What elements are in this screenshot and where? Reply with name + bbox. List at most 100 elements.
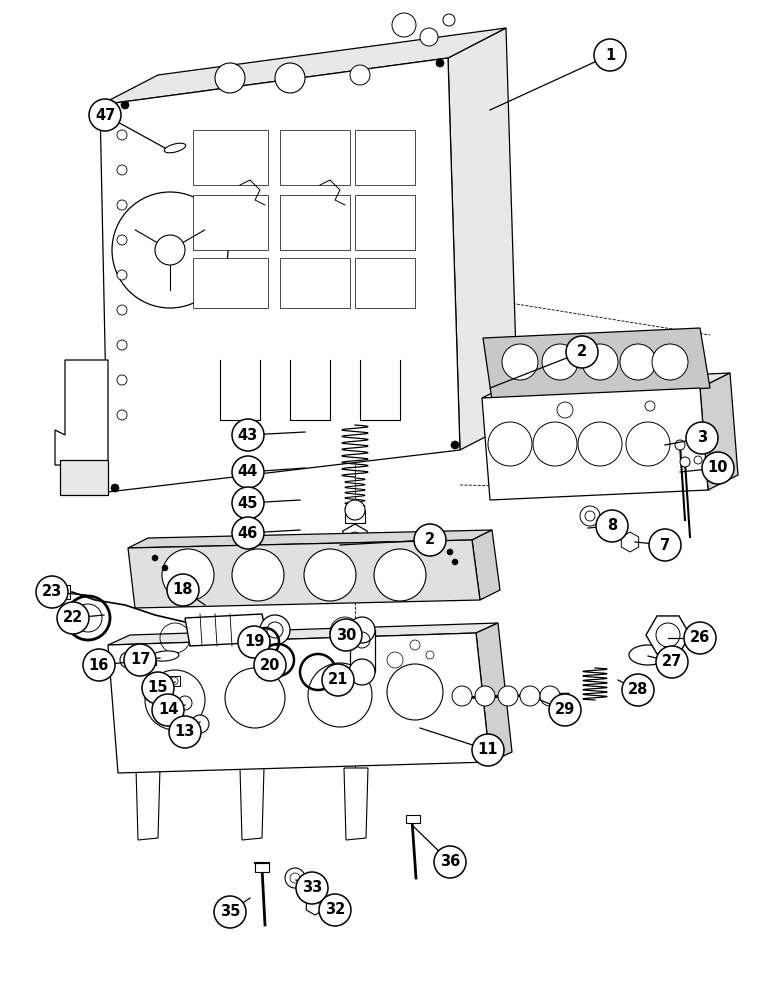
Circle shape xyxy=(488,422,532,466)
Text: 1: 1 xyxy=(605,47,615,62)
Circle shape xyxy=(387,664,443,720)
Circle shape xyxy=(582,344,618,380)
Circle shape xyxy=(594,39,626,71)
Circle shape xyxy=(452,559,458,565)
Polygon shape xyxy=(100,58,460,492)
Polygon shape xyxy=(108,623,498,645)
Bar xyxy=(255,863,269,872)
Circle shape xyxy=(117,165,127,175)
Circle shape xyxy=(645,401,655,411)
Ellipse shape xyxy=(164,143,186,153)
Text: 2: 2 xyxy=(577,344,587,360)
Circle shape xyxy=(172,577,178,583)
Polygon shape xyxy=(476,623,512,762)
Bar xyxy=(280,130,350,185)
Circle shape xyxy=(596,510,628,542)
Text: 30: 30 xyxy=(336,628,356,643)
Circle shape xyxy=(684,622,716,654)
Circle shape xyxy=(112,192,228,308)
Circle shape xyxy=(374,549,426,601)
Polygon shape xyxy=(185,614,268,646)
Circle shape xyxy=(169,716,201,748)
Polygon shape xyxy=(343,524,367,552)
Circle shape xyxy=(350,65,370,85)
Text: 10: 10 xyxy=(708,460,728,476)
Circle shape xyxy=(472,734,504,766)
Circle shape xyxy=(124,644,156,676)
Bar xyxy=(355,130,415,185)
Circle shape xyxy=(319,894,351,926)
Text: 7: 7 xyxy=(660,538,670,552)
Circle shape xyxy=(694,456,702,464)
Bar xyxy=(280,258,350,308)
Text: 33: 33 xyxy=(302,880,322,896)
Circle shape xyxy=(152,694,184,726)
Circle shape xyxy=(232,517,264,549)
Text: 13: 13 xyxy=(175,724,195,740)
Polygon shape xyxy=(646,616,690,654)
Text: 23: 23 xyxy=(42,584,62,599)
Text: 27: 27 xyxy=(662,654,682,670)
Circle shape xyxy=(622,674,654,706)
Circle shape xyxy=(285,868,305,888)
Circle shape xyxy=(117,305,127,315)
Circle shape xyxy=(420,28,438,46)
Circle shape xyxy=(191,715,209,733)
Circle shape xyxy=(322,664,354,696)
Polygon shape xyxy=(472,530,500,600)
Circle shape xyxy=(392,13,416,37)
Bar xyxy=(355,195,415,250)
Bar xyxy=(345,510,365,523)
Circle shape xyxy=(675,440,685,450)
Circle shape xyxy=(436,59,444,67)
Text: 14: 14 xyxy=(157,702,178,718)
Circle shape xyxy=(238,626,270,658)
Circle shape xyxy=(117,340,127,350)
Ellipse shape xyxy=(629,645,667,665)
Circle shape xyxy=(225,668,285,728)
Circle shape xyxy=(502,344,538,380)
Text: 46: 46 xyxy=(238,526,258,540)
Circle shape xyxy=(566,336,598,368)
Circle shape xyxy=(178,696,192,710)
Circle shape xyxy=(549,694,581,726)
Bar xyxy=(193,195,267,250)
Circle shape xyxy=(155,235,185,265)
Circle shape xyxy=(145,670,205,730)
Text: 26: 26 xyxy=(690,631,710,646)
Text: 20: 20 xyxy=(260,658,280,672)
Polygon shape xyxy=(100,28,506,105)
Circle shape xyxy=(475,686,495,706)
Polygon shape xyxy=(60,460,108,495)
Circle shape xyxy=(117,200,127,210)
Circle shape xyxy=(232,549,284,601)
Circle shape xyxy=(215,63,245,93)
Circle shape xyxy=(520,686,540,706)
Bar xyxy=(280,195,350,250)
Bar xyxy=(52,585,70,599)
Circle shape xyxy=(691,426,699,434)
Circle shape xyxy=(451,441,459,449)
Circle shape xyxy=(117,235,127,245)
Text: 16: 16 xyxy=(89,658,109,672)
Polygon shape xyxy=(240,768,264,840)
Circle shape xyxy=(275,63,305,93)
Circle shape xyxy=(652,344,688,380)
Circle shape xyxy=(498,686,518,706)
Circle shape xyxy=(296,872,328,904)
Text: 47: 47 xyxy=(95,107,115,122)
Text: 28: 28 xyxy=(627,682,648,698)
Polygon shape xyxy=(136,768,160,840)
Circle shape xyxy=(447,549,453,555)
Polygon shape xyxy=(128,540,480,608)
Polygon shape xyxy=(344,768,368,840)
Circle shape xyxy=(702,452,734,484)
Polygon shape xyxy=(448,28,518,450)
Bar xyxy=(193,258,267,308)
Circle shape xyxy=(121,101,129,109)
Circle shape xyxy=(36,576,68,608)
Polygon shape xyxy=(482,373,730,398)
Circle shape xyxy=(578,422,622,466)
Circle shape xyxy=(254,649,286,681)
Circle shape xyxy=(142,672,174,704)
